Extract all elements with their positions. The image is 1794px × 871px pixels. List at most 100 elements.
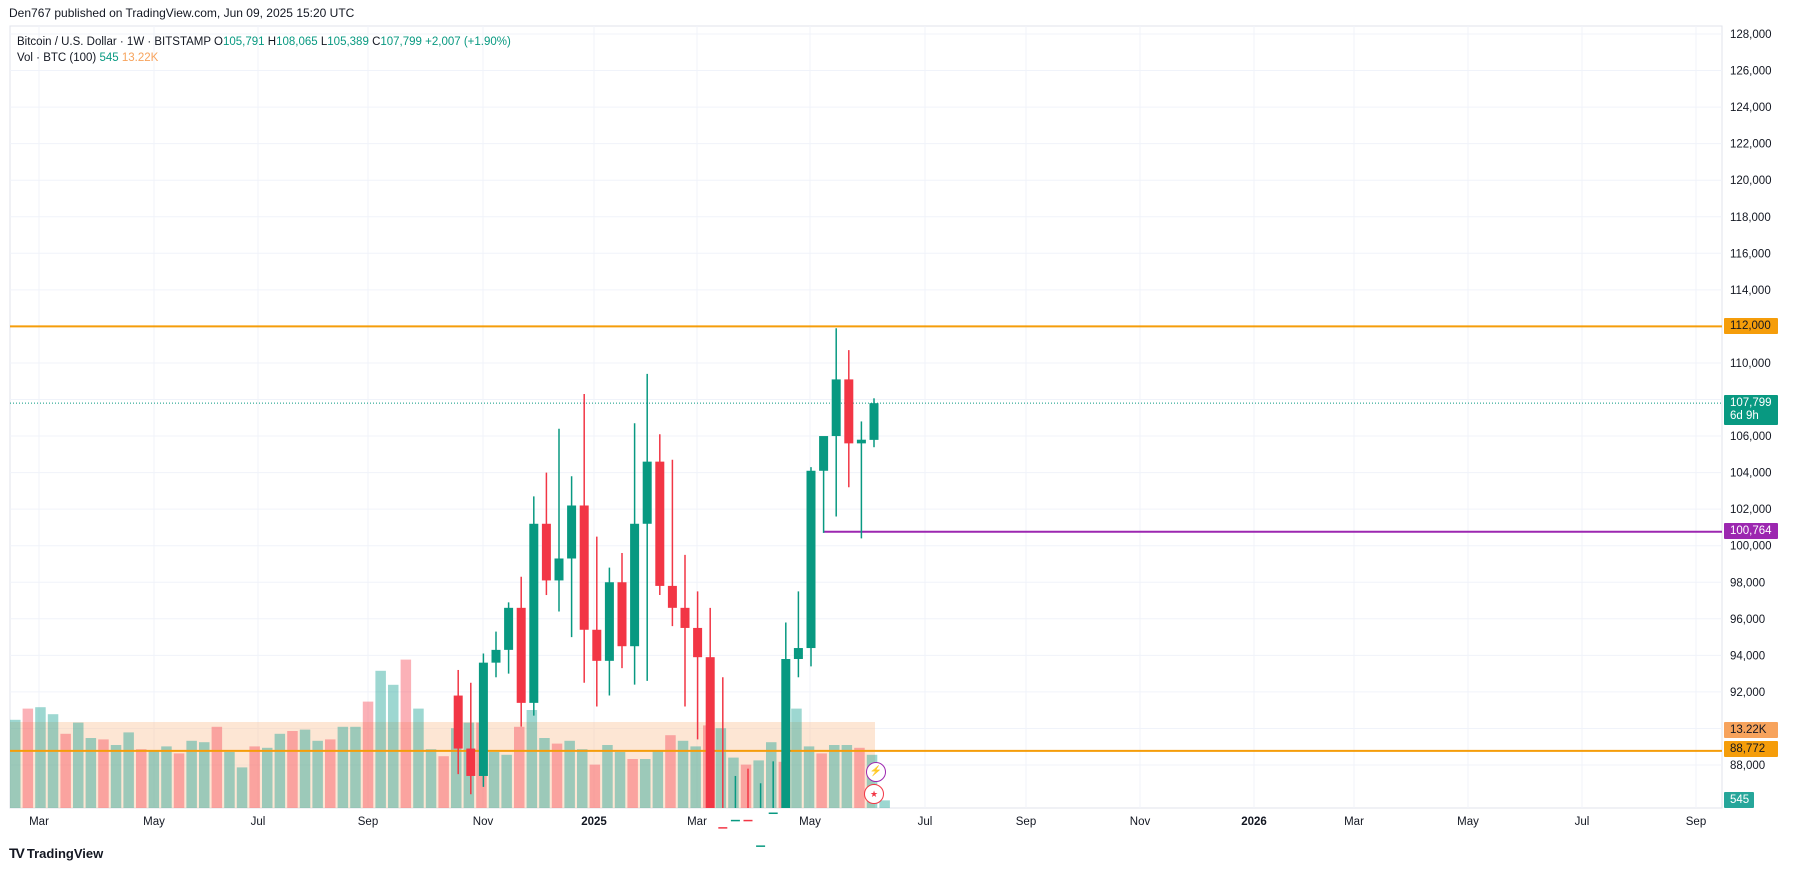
x-tick-label: Sep	[358, 816, 378, 828]
candle-body	[680, 607, 690, 628]
tradingview-logo-icon: TV	[9, 845, 25, 861]
candle-body	[466, 748, 476, 776]
candle-body	[793, 648, 803, 660]
candle-body	[453, 695, 463, 749]
volume-bar	[602, 745, 613, 808]
current-price-value: 107,799	[1730, 397, 1772, 409]
volume-bar	[526, 710, 538, 808]
volume-bar	[816, 753, 827, 808]
volume-bar	[614, 752, 626, 808]
horizontal-lines	[10, 325, 1722, 752]
volume-bar	[148, 750, 160, 808]
x-tick-label: 2025	[581, 816, 607, 828]
candle-body	[579, 505, 589, 630]
volume-bar	[35, 707, 46, 808]
volume-bar	[803, 746, 815, 808]
volume-bar	[388, 684, 399, 808]
volume-bar	[551, 743, 563, 808]
candle-body	[693, 627, 703, 658]
candle-body	[743, 819, 753, 822]
low-value: 105,389	[327, 36, 369, 48]
volume-bar	[766, 742, 777, 808]
candle-body	[844, 379, 854, 444]
volume-bar	[400, 659, 412, 808]
volume-bar	[690, 746, 701, 808]
time-axis: Mar May Jul Sep Nov 2025 Mar May Jul Sep Nov 2026 Ma…	[29, 816, 1706, 828]
volume-bar	[753, 760, 764, 808]
x-tick-label: Sep	[1016, 816, 1036, 828]
change-value: +2,007 (+1.90%)	[425, 36, 511, 48]
volume-bar	[186, 740, 197, 808]
x-tick-label: Jul	[251, 816, 266, 828]
symbol-name[interactable]: Bitcoin / U.S. Dollar · 1W · BITSTAMP	[17, 36, 211, 48]
y-tick-label: 104,000	[1730, 468, 1772, 480]
volume-bar	[262, 747, 273, 808]
x-tick-label: Nov	[1130, 816, 1151, 828]
y-tick-label: 102,000	[1730, 504, 1772, 516]
volume-bar	[425, 749, 437, 808]
volume-bar	[236, 767, 248, 808]
volume-bar	[274, 733, 286, 808]
volume-bar	[362, 701, 374, 808]
volume-bar	[854, 747, 865, 808]
x-tick-label: Jul	[1575, 816, 1590, 828]
volume-bar	[110, 745, 122, 808]
volume-bar	[211, 726, 223, 808]
brand-name: TradingView	[26, 845, 104, 861]
candle-body	[504, 607, 514, 650]
volume-bar	[47, 714, 59, 808]
y-tick-label: 118,000	[1730, 212, 1771, 224]
us-flag-event-icon[interactable]: ★	[864, 784, 884, 804]
volume-ma-value: 13.22K	[121, 52, 159, 64]
y-tick-label: 114,000	[1730, 285, 1771, 297]
x-tick-label: May	[143, 816, 165, 828]
volume-bar	[589, 764, 601, 808]
candle-body	[869, 403, 879, 440]
y-tick-label: 96,000	[1730, 614, 1765, 626]
y-tick-label: 122,000	[1730, 139, 1772, 151]
volume-bar	[728, 757, 739, 808]
y-tick-label: 128,000	[1730, 29, 1772, 41]
volume-indicator-name[interactable]: Vol · BTC (100)	[17, 52, 97, 64]
x-tick-label: Mar	[687, 816, 707, 828]
candle-body	[567, 505, 577, 559]
volume-bars	[10, 659, 890, 808]
volume-axis-label: 545	[1724, 792, 1754, 808]
volume-bar	[577, 749, 588, 808]
open-value: 105,791	[223, 36, 265, 48]
candle-body	[655, 461, 665, 586]
y-tick-label: 94,000	[1730, 650, 1765, 662]
volume-bar	[325, 739, 336, 808]
volume-bar	[249, 746, 260, 808]
y-tick-label: 116,000	[1730, 248, 1771, 260]
tradingview-brand[interactable]: TV TradingView	[9, 845, 103, 861]
volume-bar	[451, 728, 462, 808]
symbol-row: Bitcoin / U.S. Dollar · 1W · BITSTAMP O1…	[17, 36, 511, 48]
y-tick-label: 124,000	[1730, 102, 1772, 114]
volume-bar	[879, 800, 890, 808]
candle-body	[541, 523, 551, 581]
candle-body	[478, 662, 488, 776]
volume-bar	[337, 726, 349, 808]
y-tick-label: 106,000	[1730, 431, 1772, 443]
y-tick-label: 126,000	[1730, 66, 1772, 78]
volume-bar	[60, 733, 71, 808]
volume-bar	[740, 764, 752, 808]
lightning-event-icon[interactable]: ⚡	[866, 762, 886, 782]
volume-bar	[375, 670, 386, 808]
candle-body	[856, 439, 866, 444]
volume-bar	[350, 726, 361, 808]
volume-ma-area	[10, 722, 875, 808]
candle-body	[819, 436, 829, 471]
volume-bar	[438, 756, 449, 808]
x-tick-label: May	[1457, 816, 1479, 828]
x-tick-label: 2026	[1241, 816, 1267, 828]
y-tick-label: 120,000	[1730, 175, 1772, 187]
y-tick-label: 88,000	[1730, 760, 1765, 772]
high-value: 108,065	[276, 36, 318, 48]
volume-ma-label: 13.22K	[1724, 722, 1778, 738]
candle-body	[554, 558, 564, 581]
candle-body	[831, 379, 841, 437]
volume-bar	[677, 740, 689, 808]
